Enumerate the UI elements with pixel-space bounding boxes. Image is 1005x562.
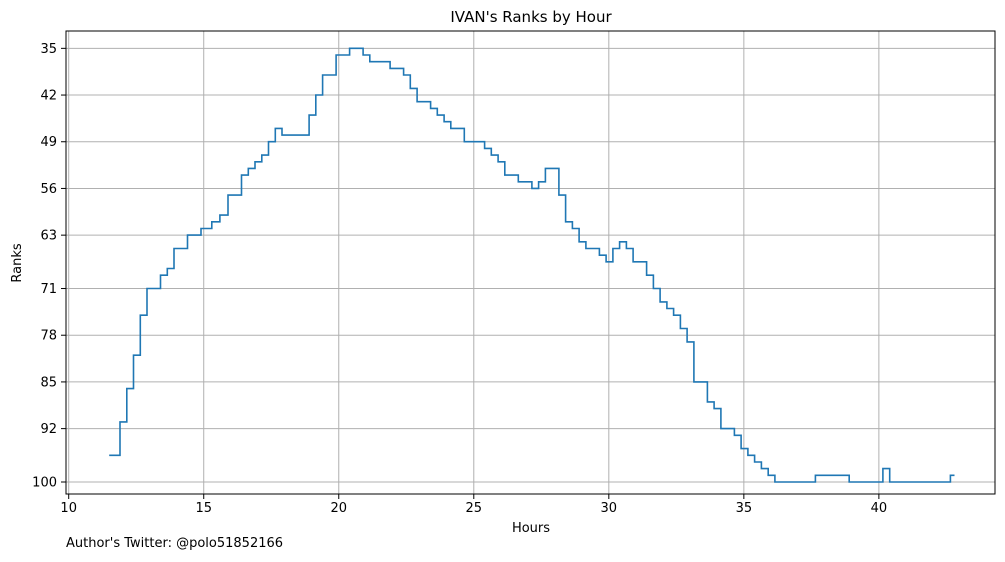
x-axis-label: Hours — [512, 521, 550, 536]
y-axis: 35 42 49 56 63 71 78 85 92 100 — [32, 42, 66, 490]
y-tick-label: 100 — [32, 475, 57, 490]
y-tick-label: 71 — [40, 282, 57, 297]
y-tick-label: 35 — [40, 42, 57, 57]
chart-title: IVAN's Ranks by Hour — [450, 8, 612, 26]
x-axis: 10 15 20 25 30 35 40 — [60, 494, 887, 516]
x-tick-label: 10 — [60, 501, 77, 516]
x-tick-label: 30 — [601, 501, 618, 516]
y-tick-label: 56 — [40, 182, 57, 197]
x-tick-label: 20 — [330, 501, 347, 516]
series-line-0 — [109, 47, 955, 483]
y-tick-label: 63 — [40, 229, 57, 244]
x-tick-label: 15 — [195, 501, 212, 516]
y-axis-label: Ranks — [10, 243, 25, 282]
x-tick-label: 40 — [871, 501, 888, 516]
x-tick-label: 35 — [736, 501, 753, 516]
y-tick-label: 85 — [40, 375, 57, 390]
series-layer — [109, 47, 955, 483]
y-tick-label: 42 — [40, 89, 57, 104]
grid — [66, 31, 995, 494]
author-credit: Author's Twitter: @polo51852166 — [66, 536, 284, 551]
y-tick-label: 49 — [40, 135, 57, 150]
x-tick-label: 25 — [466, 501, 483, 516]
y-tick-label: 92 — [40, 422, 57, 437]
y-tick-label: 78 — [40, 329, 57, 344]
plot-frame — [65, 30, 996, 495]
